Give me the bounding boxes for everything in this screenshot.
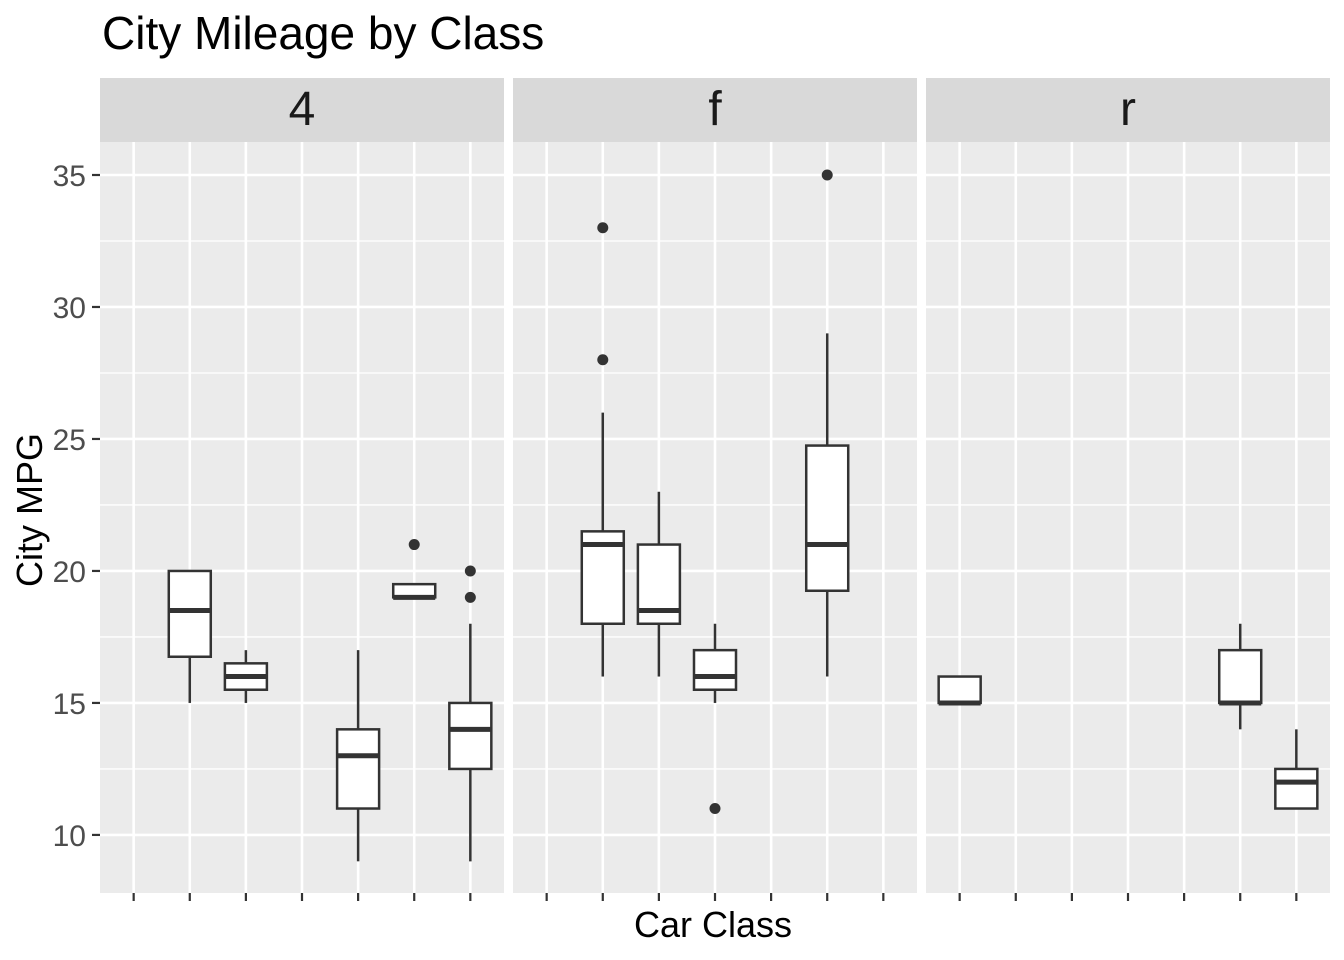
box-facet-4-pos-5 (335, 728, 381, 810)
y-axis-title: City MPG (9, 433, 50, 588)
box-facet-4-pos-2 (167, 569, 213, 658)
box-facet-r-pos-6 (1217, 648, 1263, 705)
box-facet-f-pos-4 (692, 648, 738, 691)
y-tick-label: 30 (53, 292, 86, 325)
outlier-point-facet-f-pos-4 (709, 803, 721, 815)
box-facet-f-pos-6 (804, 444, 850, 593)
facet-strip-label: 4 (288, 83, 316, 136)
outlier-point-facet-f-pos-6 (821, 169, 833, 181)
box-facet-4-pos-7 (448, 701, 493, 771)
chart-title: City Mileage by Class (102, 7, 545, 59)
facet-strip-4: 4 (100, 78, 504, 142)
y-tick-label: 25 (53, 424, 86, 457)
outlier-point-facet-4-pos-7 (464, 565, 476, 577)
facet-strip-f: f (513, 78, 917, 142)
facet-strip-label: f (708, 83, 722, 136)
box-facet-r-pos-7 (1274, 767, 1319, 810)
outlier-point-facet-4-pos-6 (408, 539, 420, 551)
y-tick-label: 20 (53, 556, 86, 589)
outlier-point-facet-f-pos-2 (597, 222, 609, 234)
facet-strip-r: r (926, 78, 1330, 142)
facet-strip-label: r (1120, 83, 1136, 136)
x-axis-title: Car Class (633, 904, 793, 945)
outlier-point-facet-4-pos-7 (464, 591, 476, 603)
box-facet-r-pos-1 (937, 675, 982, 705)
outlier-point-facet-f-pos-2 (597, 354, 609, 366)
y-tick-label: 10 (53, 820, 86, 853)
y-tick-label: 35 (53, 160, 86, 193)
y-tick-label: 15 (53, 688, 86, 721)
